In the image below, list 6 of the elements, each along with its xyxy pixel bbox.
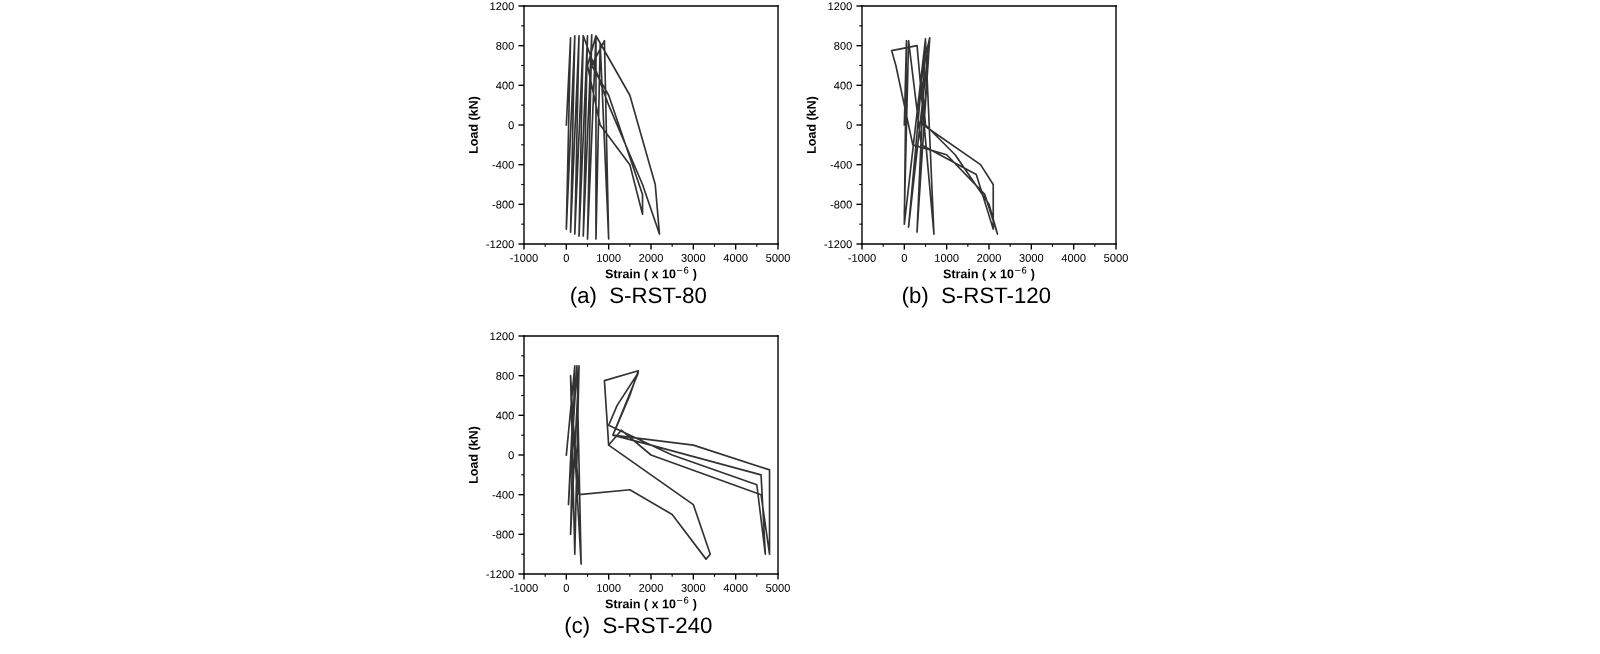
text: (b) S-RST-120: [902, 286, 1051, 308]
line-series: [565, 33, 661, 240]
text: (c) S-RST-240: [565, 616, 712, 638]
text: (a) S-RST-80: [571, 286, 706, 308]
line-series: [890, 36, 999, 235]
line-series: [565, 364, 771, 565]
